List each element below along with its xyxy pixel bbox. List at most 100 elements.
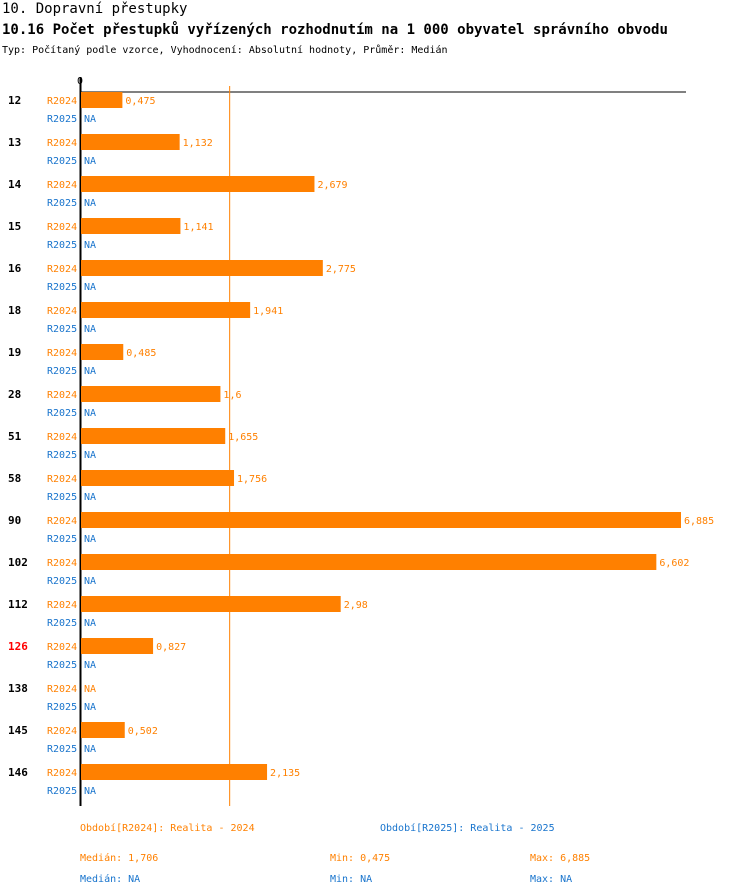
series-label-r2024: R2024 xyxy=(47,390,77,401)
data-label-r2025: NA xyxy=(84,366,96,377)
max-2025: Max: NA xyxy=(530,874,573,885)
median-2024: Medián: 1,706 xyxy=(80,853,159,864)
series-label-r2024: R2024 xyxy=(47,684,77,695)
data-label-r2024: 0,485 xyxy=(126,348,156,359)
series-label-r2025: R2025 xyxy=(47,702,77,713)
series-label-r2024: R2024 xyxy=(47,726,77,737)
series-label-r2025: R2025 xyxy=(47,660,77,671)
series-label-r2024: R2024 xyxy=(47,264,77,275)
bar-r2024 xyxy=(81,344,124,360)
bar-r2024 xyxy=(81,596,341,612)
data-label-r2024: NA xyxy=(84,684,96,695)
page-title: 10. Dopravní přestupky xyxy=(2,1,188,17)
data-label-r2025: NA xyxy=(84,324,96,335)
max-2024: Max: 6,885 xyxy=(530,853,591,864)
series-label-r2025: R2025 xyxy=(47,366,77,377)
category-label: 126 xyxy=(8,640,28,653)
data-label-r2024: 2,98 xyxy=(344,600,368,611)
series-label-r2024: R2024 xyxy=(47,558,77,569)
data-label-r2025: NA xyxy=(84,156,96,167)
data-label-r2024: 6,602 xyxy=(659,558,689,569)
data-label-r2024: 0,475 xyxy=(125,96,155,107)
bar-r2024 xyxy=(81,218,181,234)
min-2025: Min: NA xyxy=(330,874,373,885)
data-label-r2024: 1,655 xyxy=(228,432,258,443)
series-label-r2024: R2024 xyxy=(47,474,77,485)
series-label-r2025: R2025 xyxy=(47,576,77,587)
series-label-r2025: R2025 xyxy=(47,492,77,503)
series-label-r2024: R2024 xyxy=(47,222,77,233)
category-label: 12 xyxy=(8,94,21,107)
bar-r2024 xyxy=(81,764,268,780)
bar-r2024 xyxy=(81,512,681,528)
median-2025: Medián: NA xyxy=(80,874,141,885)
series-label-r2024: R2024 xyxy=(47,96,77,107)
bar-r2024 xyxy=(81,92,123,108)
category-label: 146 xyxy=(8,766,28,779)
data-label-r2025: NA xyxy=(84,744,96,755)
bar-r2024 xyxy=(81,302,251,318)
category-label: 15 xyxy=(8,220,21,233)
category-label: 90 xyxy=(8,514,21,527)
data-label-r2025: NA xyxy=(84,408,96,419)
bar-chart: 012R20240,475R2025NA13R20241,132R2025NA1… xyxy=(8,76,714,806)
bar-r2024 xyxy=(81,386,221,402)
series-label-r2024: R2024 xyxy=(47,348,77,359)
category-label: 13 xyxy=(8,136,21,149)
series-label-r2024: R2024 xyxy=(47,642,77,653)
series-label-r2024: R2024 xyxy=(47,768,77,779)
series-label-r2024: R2024 xyxy=(47,306,77,317)
series-label-r2025: R2025 xyxy=(47,534,77,545)
bar-r2024 xyxy=(81,554,657,570)
series-label-r2024: R2024 xyxy=(47,180,77,191)
bar-r2024 xyxy=(81,134,180,150)
series-label-r2025: R2025 xyxy=(47,744,77,755)
series-label-r2025: R2025 xyxy=(47,282,77,293)
data-label-r2024: 2,775 xyxy=(326,264,356,275)
bar-r2024 xyxy=(81,428,226,444)
series-label-r2025: R2025 xyxy=(47,324,77,335)
series-label-r2025: R2025 xyxy=(47,156,77,167)
series-label-r2024: R2024 xyxy=(47,600,77,611)
data-label-r2025: NA xyxy=(84,282,96,293)
bar-r2024 xyxy=(81,470,235,486)
series-label-r2025: R2025 xyxy=(47,786,77,797)
series-label-r2025: R2025 xyxy=(47,114,77,125)
series-label-r2025: R2025 xyxy=(47,408,77,419)
category-label: 28 xyxy=(8,388,21,401)
category-label: 19 xyxy=(8,346,21,359)
legend-period-2025: Období[R2025]: Realita - 2025 xyxy=(380,823,555,834)
data-label-r2025: NA xyxy=(84,576,96,587)
series-label-r2025: R2025 xyxy=(47,240,77,251)
series-label-r2024: R2024 xyxy=(47,138,77,149)
min-2024: Min: 0,475 xyxy=(330,853,391,864)
data-label-r2024: 0,827 xyxy=(156,642,186,653)
chart-info: Typ: Počítaný podle vzorce, Vyhodnocení:… xyxy=(2,45,448,56)
data-label-r2024: 6,885 xyxy=(684,516,714,527)
series-label-r2025: R2025 xyxy=(47,450,77,461)
data-label-r2025: NA xyxy=(84,534,96,545)
category-label: 102 xyxy=(8,556,28,569)
category-label: 145 xyxy=(8,724,28,737)
data-label-r2024: 1,756 xyxy=(237,474,267,485)
data-label-r2025: NA xyxy=(84,198,96,209)
data-label-r2025: NA xyxy=(84,660,96,671)
data-label-r2024: 1,132 xyxy=(183,138,213,149)
data-label-r2025: NA xyxy=(84,492,96,503)
series-label-r2025: R2025 xyxy=(47,618,77,629)
data-label-r2024: 1,141 xyxy=(183,222,213,233)
category-label: 18 xyxy=(8,304,21,317)
data-label-r2025: NA xyxy=(84,618,96,629)
series-label-r2024: R2024 xyxy=(47,432,77,443)
data-label-r2024: 1,6 xyxy=(223,390,241,401)
data-label-r2025: NA xyxy=(84,114,96,125)
category-label: 14 xyxy=(8,178,22,191)
legend-period-2024: Období[R2024]: Realita - 2024 xyxy=(80,823,255,834)
data-label-r2024: 2,135 xyxy=(270,768,300,779)
chart-title: 10.16 Počet přestupků vyřízených rozhodn… xyxy=(2,22,668,38)
data-label-r2024: 2,679 xyxy=(317,180,347,191)
series-label-r2025: R2025 xyxy=(47,198,77,209)
data-label-r2025: NA xyxy=(84,450,96,461)
series-label-r2024: R2024 xyxy=(47,516,77,527)
category-label: 112 xyxy=(8,598,28,611)
